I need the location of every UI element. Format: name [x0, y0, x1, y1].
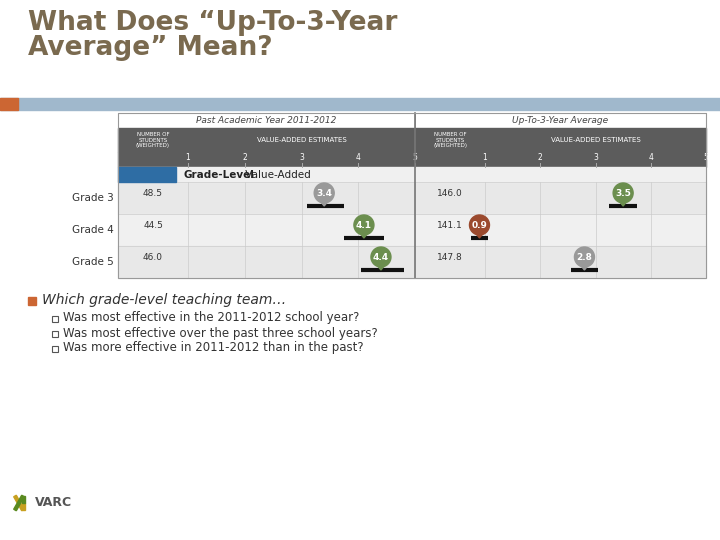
Text: 3: 3 — [299, 153, 304, 162]
Bar — [0, 98, 720, 110]
Text: 3: 3 — [593, 153, 598, 162]
Text: 2: 2 — [538, 153, 543, 162]
Text: 5: 5 — [413, 153, 418, 162]
Bar — [118, 246, 706, 278]
Bar — [118, 128, 706, 152]
Circle shape — [575, 247, 595, 267]
Text: VALUE-ADDED ESTIMATES: VALUE-ADDED ESTIMATES — [256, 137, 346, 143]
Text: Was more effective in 2011-2012 than in the past?: Was more effective in 2011-2012 than in … — [63, 341, 364, 354]
Text: Value-Added: Value-Added — [242, 170, 311, 179]
Text: VARC: VARC — [35, 496, 72, 510]
Text: NUMBER OF
STUDENTS
(WEIGHTED): NUMBER OF STUDENTS (WEIGHTED) — [136, 132, 170, 148]
Text: Was most effective in the 2011-2012 school year?: Was most effective in the 2011-2012 scho… — [63, 312, 359, 325]
Text: Grade 4: Grade 4 — [72, 225, 114, 235]
Text: 4.4: 4.4 — [373, 253, 389, 261]
Circle shape — [371, 247, 391, 267]
Text: 0.9: 0.9 — [472, 220, 487, 230]
Circle shape — [354, 215, 374, 235]
Text: 1: 1 — [186, 153, 190, 162]
Bar — [52, 346, 58, 352]
Text: 46.0: 46.0 — [143, 253, 163, 261]
Bar — [52, 316, 58, 322]
Text: Grade-Level: Grade-Level — [184, 170, 255, 179]
Text: 3.5: 3.5 — [615, 188, 631, 198]
Text: 146.0: 146.0 — [437, 188, 463, 198]
Circle shape — [613, 183, 633, 203]
Text: 141.1: 141.1 — [437, 220, 463, 230]
Bar — [118, 113, 706, 278]
Text: What Does “Up-To-3-Year: What Does “Up-To-3-Year — [28, 10, 397, 36]
Text: 2.8: 2.8 — [577, 253, 593, 261]
Bar — [415, 113, 706, 128]
FancyArrow shape — [14, 495, 24, 511]
Text: 48.5: 48.5 — [143, 188, 163, 198]
Bar — [118, 182, 706, 214]
Text: Which grade-level teaching team…: Which grade-level teaching team… — [42, 293, 287, 307]
Circle shape — [314, 183, 334, 203]
Bar — [118, 214, 706, 246]
Text: 44.5: 44.5 — [143, 220, 163, 230]
Bar — [118, 113, 415, 128]
Bar — [28, 297, 36, 305]
Polygon shape — [580, 265, 588, 270]
Bar — [52, 331, 58, 337]
Text: 5: 5 — [703, 153, 708, 162]
Bar — [118, 152, 706, 167]
Polygon shape — [360, 233, 368, 238]
Text: 4.1: 4.1 — [356, 220, 372, 230]
FancyArrow shape — [14, 495, 24, 511]
Bar — [0, 98, 18, 110]
Text: 3.4: 3.4 — [316, 188, 332, 198]
Text: Past Academic Year 2011-2012: Past Academic Year 2011-2012 — [197, 116, 337, 125]
Text: VALUE-ADDED ESTIMATES: VALUE-ADDED ESTIMATES — [551, 137, 640, 143]
Circle shape — [469, 215, 490, 235]
Text: READING: READING — [126, 170, 168, 179]
Text: Grade 3: Grade 3 — [72, 193, 114, 203]
Text: 2: 2 — [243, 153, 247, 162]
Text: NUMBER OF
STUDENTS
(WEIGHTED): NUMBER OF STUDENTS (WEIGHTED) — [433, 132, 467, 148]
Text: Grade 5: Grade 5 — [72, 257, 114, 267]
Text: 147.8: 147.8 — [437, 253, 463, 261]
Polygon shape — [619, 201, 627, 206]
Text: Up-To-3-Year Average: Up-To-3-Year Average — [513, 116, 608, 125]
Text: 1: 1 — [482, 153, 487, 162]
Bar — [118, 167, 176, 182]
Text: Was most effective over the past three school years?: Was most effective over the past three s… — [63, 327, 378, 340]
Text: Average” Mean?: Average” Mean? — [28, 35, 273, 61]
Text: 4: 4 — [648, 153, 653, 162]
FancyArrow shape — [22, 503, 24, 510]
Polygon shape — [475, 233, 483, 238]
Text: 4: 4 — [356, 153, 361, 162]
FancyArrow shape — [22, 496, 24, 503]
Bar — [118, 167, 706, 182]
Polygon shape — [377, 265, 385, 270]
Polygon shape — [320, 201, 328, 206]
